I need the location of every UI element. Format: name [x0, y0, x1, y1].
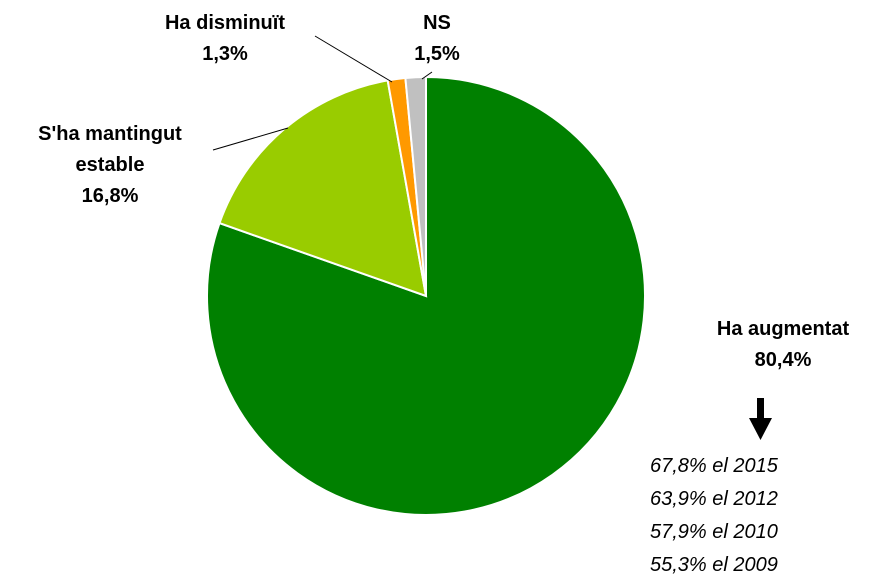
annotation: 63,9% el 2012 [650, 488, 778, 510]
category-label: S'ha mantingut estable [38, 123, 182, 176]
arrow [749, 398, 772, 440]
slice-label: Ha augmentat 80,4% [683, 314, 883, 376]
pie-slice [404, 75, 427, 297]
category-label: Ha augmentat [716, 318, 850, 340]
slice-label: Ha disminuït 1,3% [125, 8, 325, 70]
leader-line [314, 35, 393, 83]
slices [206, 75, 646, 516]
slice-label: NS 1,5% [387, 8, 487, 70]
annotation: 67,8% el 2015 [650, 455, 778, 477]
slice-label: S'ha mantingut estable 16,8% [10, 119, 210, 212]
leader-line [212, 127, 289, 151]
category-label: NS [423, 12, 451, 34]
value-label: 80,4% [754, 349, 812, 371]
value-label: 16,8% [81, 185, 139, 207]
value-label: 1,3% [202, 43, 248, 65]
value-label: 1,5% [414, 43, 460, 65]
leader-line [421, 71, 433, 80]
category-label: Ha disminuït [164, 12, 285, 34]
annotation: 57,9% el 2010 [650, 521, 778, 543]
annotation: 55,3% el 2009 [650, 554, 778, 576]
